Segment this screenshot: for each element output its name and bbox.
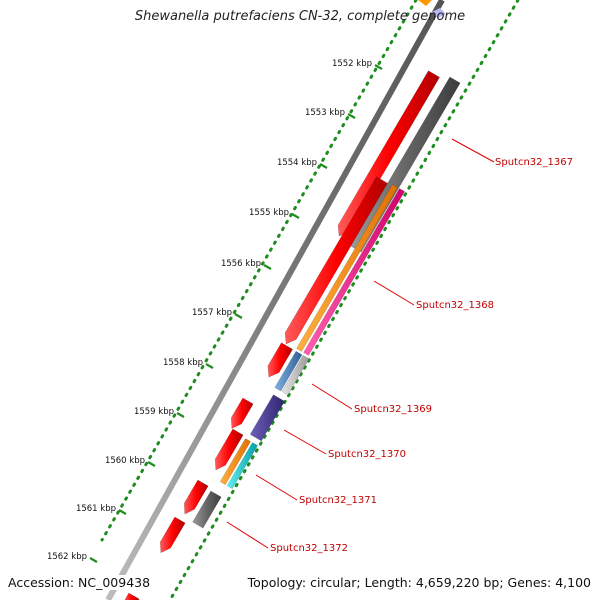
ruler-tick-label: 1561 kbp [76, 504, 116, 514]
cds-feature [214, 428, 244, 471]
ruler-tick-label: 1560 kbp [105, 456, 145, 466]
purple-feature [249, 394, 285, 442]
grey-feature [192, 490, 222, 529]
cds-feature [183, 479, 209, 515]
orange-feature [219, 438, 251, 486]
lavender-marker [432, 8, 446, 18]
steelblue-feature [274, 350, 303, 392]
ruler-tick [374, 64, 383, 70]
gene-label[interactable]: Sputcn32_1367 [495, 157, 573, 168]
gc-content-track [100, 0, 520, 600]
gene-label[interactable]: Sputcn32_1371 [299, 495, 377, 506]
ruler-tick-label: 1554 kbp [277, 158, 317, 168]
summary-text: Topology: circular; Length: 4,659,220 bp… [247, 575, 591, 590]
gc-dot-line [168, 0, 520, 600]
gene-label[interactable]: Sputcn32_1368 [416, 300, 494, 311]
feature-track [124, 0, 461, 600]
ruler-tick [234, 313, 243, 319]
ruler-tick [263, 264, 272, 270]
gene-label[interactable]: Sputcn32_1369 [354, 404, 432, 415]
gene-label-leader [311, 383, 353, 410]
cds-feature [267, 342, 293, 378]
ruler-tick-label: 1552 kbp [332, 59, 372, 69]
cds-feature [124, 592, 140, 600]
backbone-line [105, 0, 445, 600]
ruler-tick [319, 163, 328, 169]
ruler-tick-label: 1557 kbp [192, 308, 232, 318]
ruler-tick-label: 1553 kbp [305, 108, 345, 118]
silver-feature [281, 354, 310, 396]
cyan-feature [226, 442, 258, 490]
gene-label[interactable]: Sputcn32_1372 [270, 543, 348, 554]
gene-label-leader [373, 280, 415, 306]
accession-text: Accession: NC_009438 [8, 575, 151, 590]
orange-marker [418, 0, 432, 6]
gc-dot-line [100, 0, 418, 542]
ruler-tick [176, 412, 185, 418]
ruler-tick-label: 1556 kbp [221, 259, 261, 269]
ruler-tick-label: 1558 kbp [163, 358, 203, 368]
orange-feature [296, 184, 398, 352]
gene-label-leader [255, 474, 298, 501]
ruler-tick [89, 557, 98, 563]
gene-label-leader [451, 138, 495, 163]
gene-label[interactable]: Sputcn32_1370 [328, 449, 406, 460]
ruler-tick [291, 213, 300, 219]
ruler-tick [118, 509, 127, 515]
gene-label-leader [283, 429, 327, 455]
gene-label-leader [226, 521, 269, 549]
backbone-track [105, 0, 445, 600]
cds-feature [159, 516, 186, 554]
ruler-tick [147, 461, 156, 467]
grey-feature [350, 76, 461, 253]
ruler-tick-label: 1562 kbp [47, 552, 87, 562]
map-title: Shewanella putrefaciens CN-32, complete … [134, 9, 466, 24]
cds-feature [284, 176, 388, 345]
gene-labels: Sputcn32_1367 Sputcn32_1368 Sputcn32_1369 S… [226, 138, 573, 554]
ruler-tick [347, 113, 356, 119]
cds-feature [230, 397, 254, 429]
ruler: 1552 kbp 1553 kbp 1554 kbp 1555 kbp 1556 kbp… [47, 59, 383, 563]
ruler-tick-label: 1559 kbp [134, 407, 174, 417]
ruler-tick [205, 363, 214, 369]
pink-feature [303, 188, 405, 356]
ruler-tick-label: 1555 kbp [249, 208, 289, 218]
